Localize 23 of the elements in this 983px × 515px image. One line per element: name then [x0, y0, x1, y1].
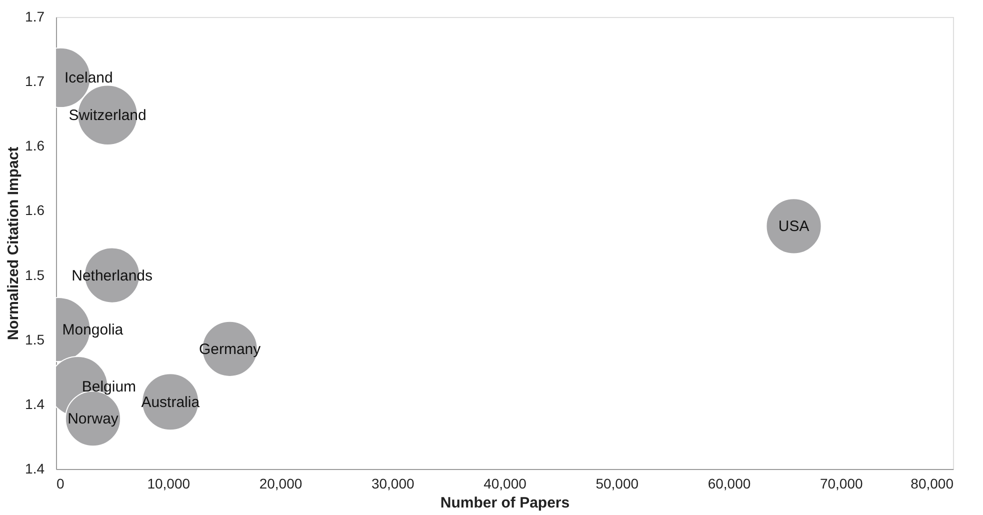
annotation: USA	[778, 218, 810, 236]
x-tick-label: 40,000	[484, 476, 527, 492]
y-tick-label: 1.6	[25, 138, 45, 154]
annotation: Belgium	[82, 378, 136, 396]
y-tick-label: 1.7	[25, 73, 45, 90]
x-tick-label: 70,000	[820, 476, 863, 492]
x-tick-label: 80,000	[910, 476, 954, 492]
y-tick-label: 1.6	[25, 202, 45, 218]
y-tick-label: 1.4	[25, 460, 45, 476]
x-tick-label: 0	[56, 476, 64, 492]
x-tick-label: 60,000	[708, 476, 751, 492]
x-tick-label: 10,000	[147, 476, 190, 492]
y-tick-label: 1.5	[25, 331, 45, 348]
x-tick-label: 30,000	[371, 476, 414, 492]
x-axis-title: Number of Papers	[440, 494, 570, 512]
x-tick-label: 50,000	[596, 476, 639, 492]
y-axis-title: Normalized Citation Impact	[5, 146, 22, 340]
annotation: Mongolia	[62, 322, 124, 339]
y-tick-label: 1.4	[25, 396, 45, 412]
y-tick-label: 1.5	[25, 266, 45, 283]
x-tick-label: 20,000	[259, 476, 302, 492]
y-tick-label: 1.7	[25, 8, 45, 24]
annotation: Norway	[68, 410, 119, 428]
